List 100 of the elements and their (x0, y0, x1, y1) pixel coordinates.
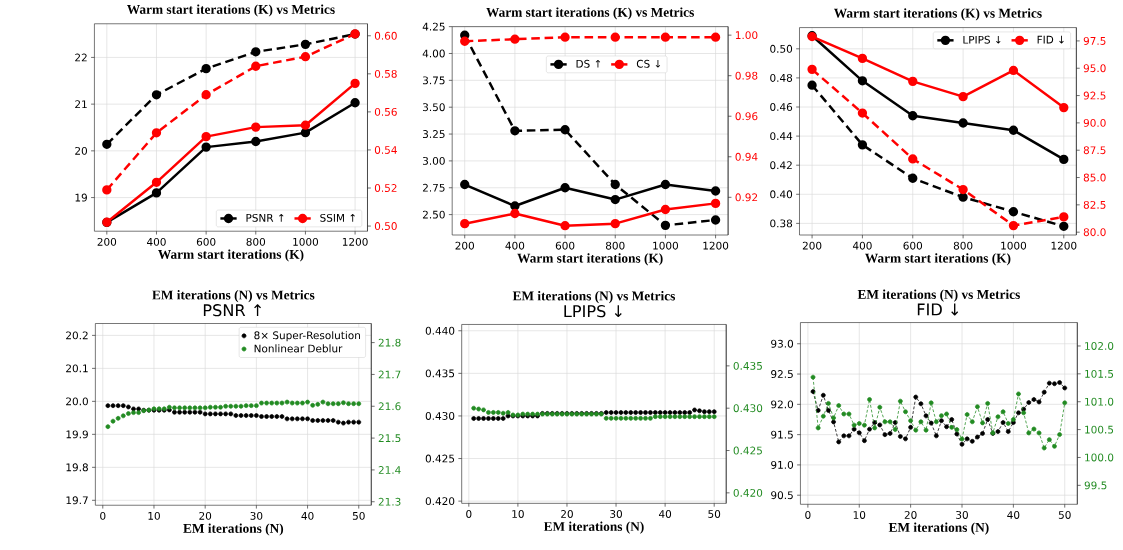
x-tick-label: 800 (953, 241, 973, 250)
legend-label: LPIPS ↓ (963, 35, 1001, 44)
y-tick-label: 93.0 (771, 339, 794, 348)
y-tick-label: 0.425 (425, 454, 455, 463)
y-tick-label: 3.50 (422, 103, 445, 112)
legend-label: SSIM ↑ (320, 213, 355, 222)
x-tick-label: 10 (148, 511, 160, 520)
y-tick-label: 0.48 (770, 73, 793, 82)
legend-label: 8× Super-Resolution (254, 331, 360, 342)
x-tick-label: 1200 (1051, 241, 1077, 250)
x-tick-label: 20 (904, 511, 917, 519)
y2-tick-label: 0.56 (374, 107, 397, 116)
y-tick-label: 0.430 (425, 412, 455, 420)
y-tick-label: 0.42 (770, 161, 792, 170)
chart-subtitle: FID ↓ (917, 303, 959, 316)
x-tick-label: 40 (301, 511, 314, 520)
y-tick-label: 19.8 (66, 463, 88, 472)
x-tick-label: 1000 (653, 241, 679, 250)
x-tick-label: 200 (97, 237, 117, 246)
y2-tick-label: 21.4 (378, 466, 401, 474)
y-tick-label: 20 (75, 146, 88, 155)
x-tick-label: 200 (802, 241, 822, 250)
y-tick-label: 2.50 (422, 210, 445, 219)
x-axis-title: Warm start iterations (K) (865, 253, 1011, 266)
y-tick-label: 19 (75, 193, 87, 202)
x-tick-label: 1200 (703, 241, 729, 250)
y-tick-label: 3.00 (422, 156, 445, 165)
y2-tick-label: 0.430 (733, 404, 763, 413)
x-tick-label: 400 (505, 241, 525, 250)
x-tick-label: 200 (455, 241, 475, 250)
y2-tick-label: 80.0 (1083, 228, 1106, 237)
chart-title: Warm start iterations (K) vs Metrics (127, 4, 335, 17)
y-tick-label: 2.75 (422, 183, 445, 192)
x-tick-label: 10 (512, 510, 524, 518)
y2-tick-label: 102.0 (1085, 342, 1114, 350)
y-tick-label: 91.0 (771, 460, 794, 469)
y-tick-label: 0.435 (425, 369, 455, 378)
x-tick-label: 600 (196, 237, 216, 246)
x-tick-label: 400 (852, 241, 872, 250)
chart-subtitle: LPIPS ↓ (564, 305, 622, 318)
y2-tick-label: 0.54 (374, 146, 397, 154)
y-tick-label: 3.25 (422, 130, 445, 139)
y-tick-label: 19.9 (66, 430, 88, 439)
y2-tick-label: 21.5 (378, 434, 401, 443)
y2-tick-label: 0.50 (374, 222, 397, 231)
y-tick-label: 19.7 (66, 496, 88, 505)
y-tick-label: 22 (75, 53, 87, 62)
y-tick-label: 3.75 (422, 76, 445, 85)
x-axis-title: Warm start iterations (K) (158, 249, 304, 262)
chart-title: EM iterations (N) vs Metrics (152, 290, 315, 303)
x-tick-label: 20 (561, 510, 573, 518)
y-tick-label: 0.50 (770, 44, 793, 53)
y2-tick-label: 101.5 (1085, 369, 1114, 378)
y-tick-label: 92.0 (771, 400, 794, 409)
x-tick-label: 1200 (342, 237, 368, 246)
y-tick-label: 92.5 (771, 370, 793, 379)
x-axis-title: Warm start iterations (K) (517, 253, 663, 266)
y2-tick-label: 21.6 (378, 402, 401, 411)
y-tick-label: 20.2 (66, 331, 88, 340)
y-tick-label: 4.25 (422, 22, 445, 31)
y-tick-label: 20.1 (66, 364, 88, 373)
chart-title: Warm start iterations (K) vs Metrics (486, 7, 694, 20)
legend-label: DS ↑ (576, 59, 601, 68)
y2-tick-label: 92.5 (1083, 91, 1106, 100)
y-tick-label: 0.38 (770, 219, 793, 228)
chart-subtitle: PSNR ↑ (203, 304, 262, 317)
y-tick-label: 0.40 (770, 190, 793, 199)
y2-tick-label: 0.94 (735, 152, 758, 161)
y2-tick-label: 1.00 (735, 31, 758, 40)
y2-tick-label: 95.0 (1083, 64, 1106, 73)
y2-tick-label: 87.5 (1083, 146, 1106, 155)
x-tick-label: 0 (805, 511, 811, 519)
y-tick-label: 0.440 (425, 326, 455, 335)
y2-tick-label: 97.5 (1083, 36, 1106, 45)
y-tick-label: 90.5 (771, 491, 793, 500)
x-tick-label: 1000 (293, 237, 319, 246)
y2-tick-label: 0.420 (733, 488, 763, 497)
x-tick-label: 50 (352, 511, 365, 520)
legend-label: CS ↓ (636, 59, 661, 68)
y2-tick-label: 90.0 (1083, 118, 1106, 127)
y2-tick-label: 0.96 (735, 112, 758, 121)
legend-label: PSNR ↑ (246, 213, 284, 222)
y2-tick-label: 0.92 (735, 193, 758, 202)
x-tick-label: 50 (1058, 511, 1071, 519)
x-tick-label: 20 (199, 511, 212, 520)
x-axis-title: EM iterations (N) (183, 523, 284, 536)
y2-tick-label: 82.5 (1083, 200, 1106, 209)
y2-tick-label: 0.98 (735, 71, 758, 80)
legend-label: FID ↓ (1037, 35, 1064, 44)
chart-title: Warm start iterations (K) vs Metrics (834, 8, 1042, 21)
x-tick-label: 0 (466, 510, 472, 518)
y2-tick-label: 0.52 (374, 184, 397, 192)
y2-tick-label: 100.0 (1085, 453, 1114, 462)
x-tick-label: 600 (555, 241, 575, 250)
x-tick-label: 800 (246, 237, 266, 246)
x-tick-label: 50 (708, 510, 721, 518)
x-tick-label: 30 (610, 510, 622, 518)
y-tick-label: 91.5 (771, 430, 793, 439)
chart-title: EM iterations (N) vs Metrics (512, 291, 676, 304)
y-tick-label: 20.0 (66, 397, 88, 406)
